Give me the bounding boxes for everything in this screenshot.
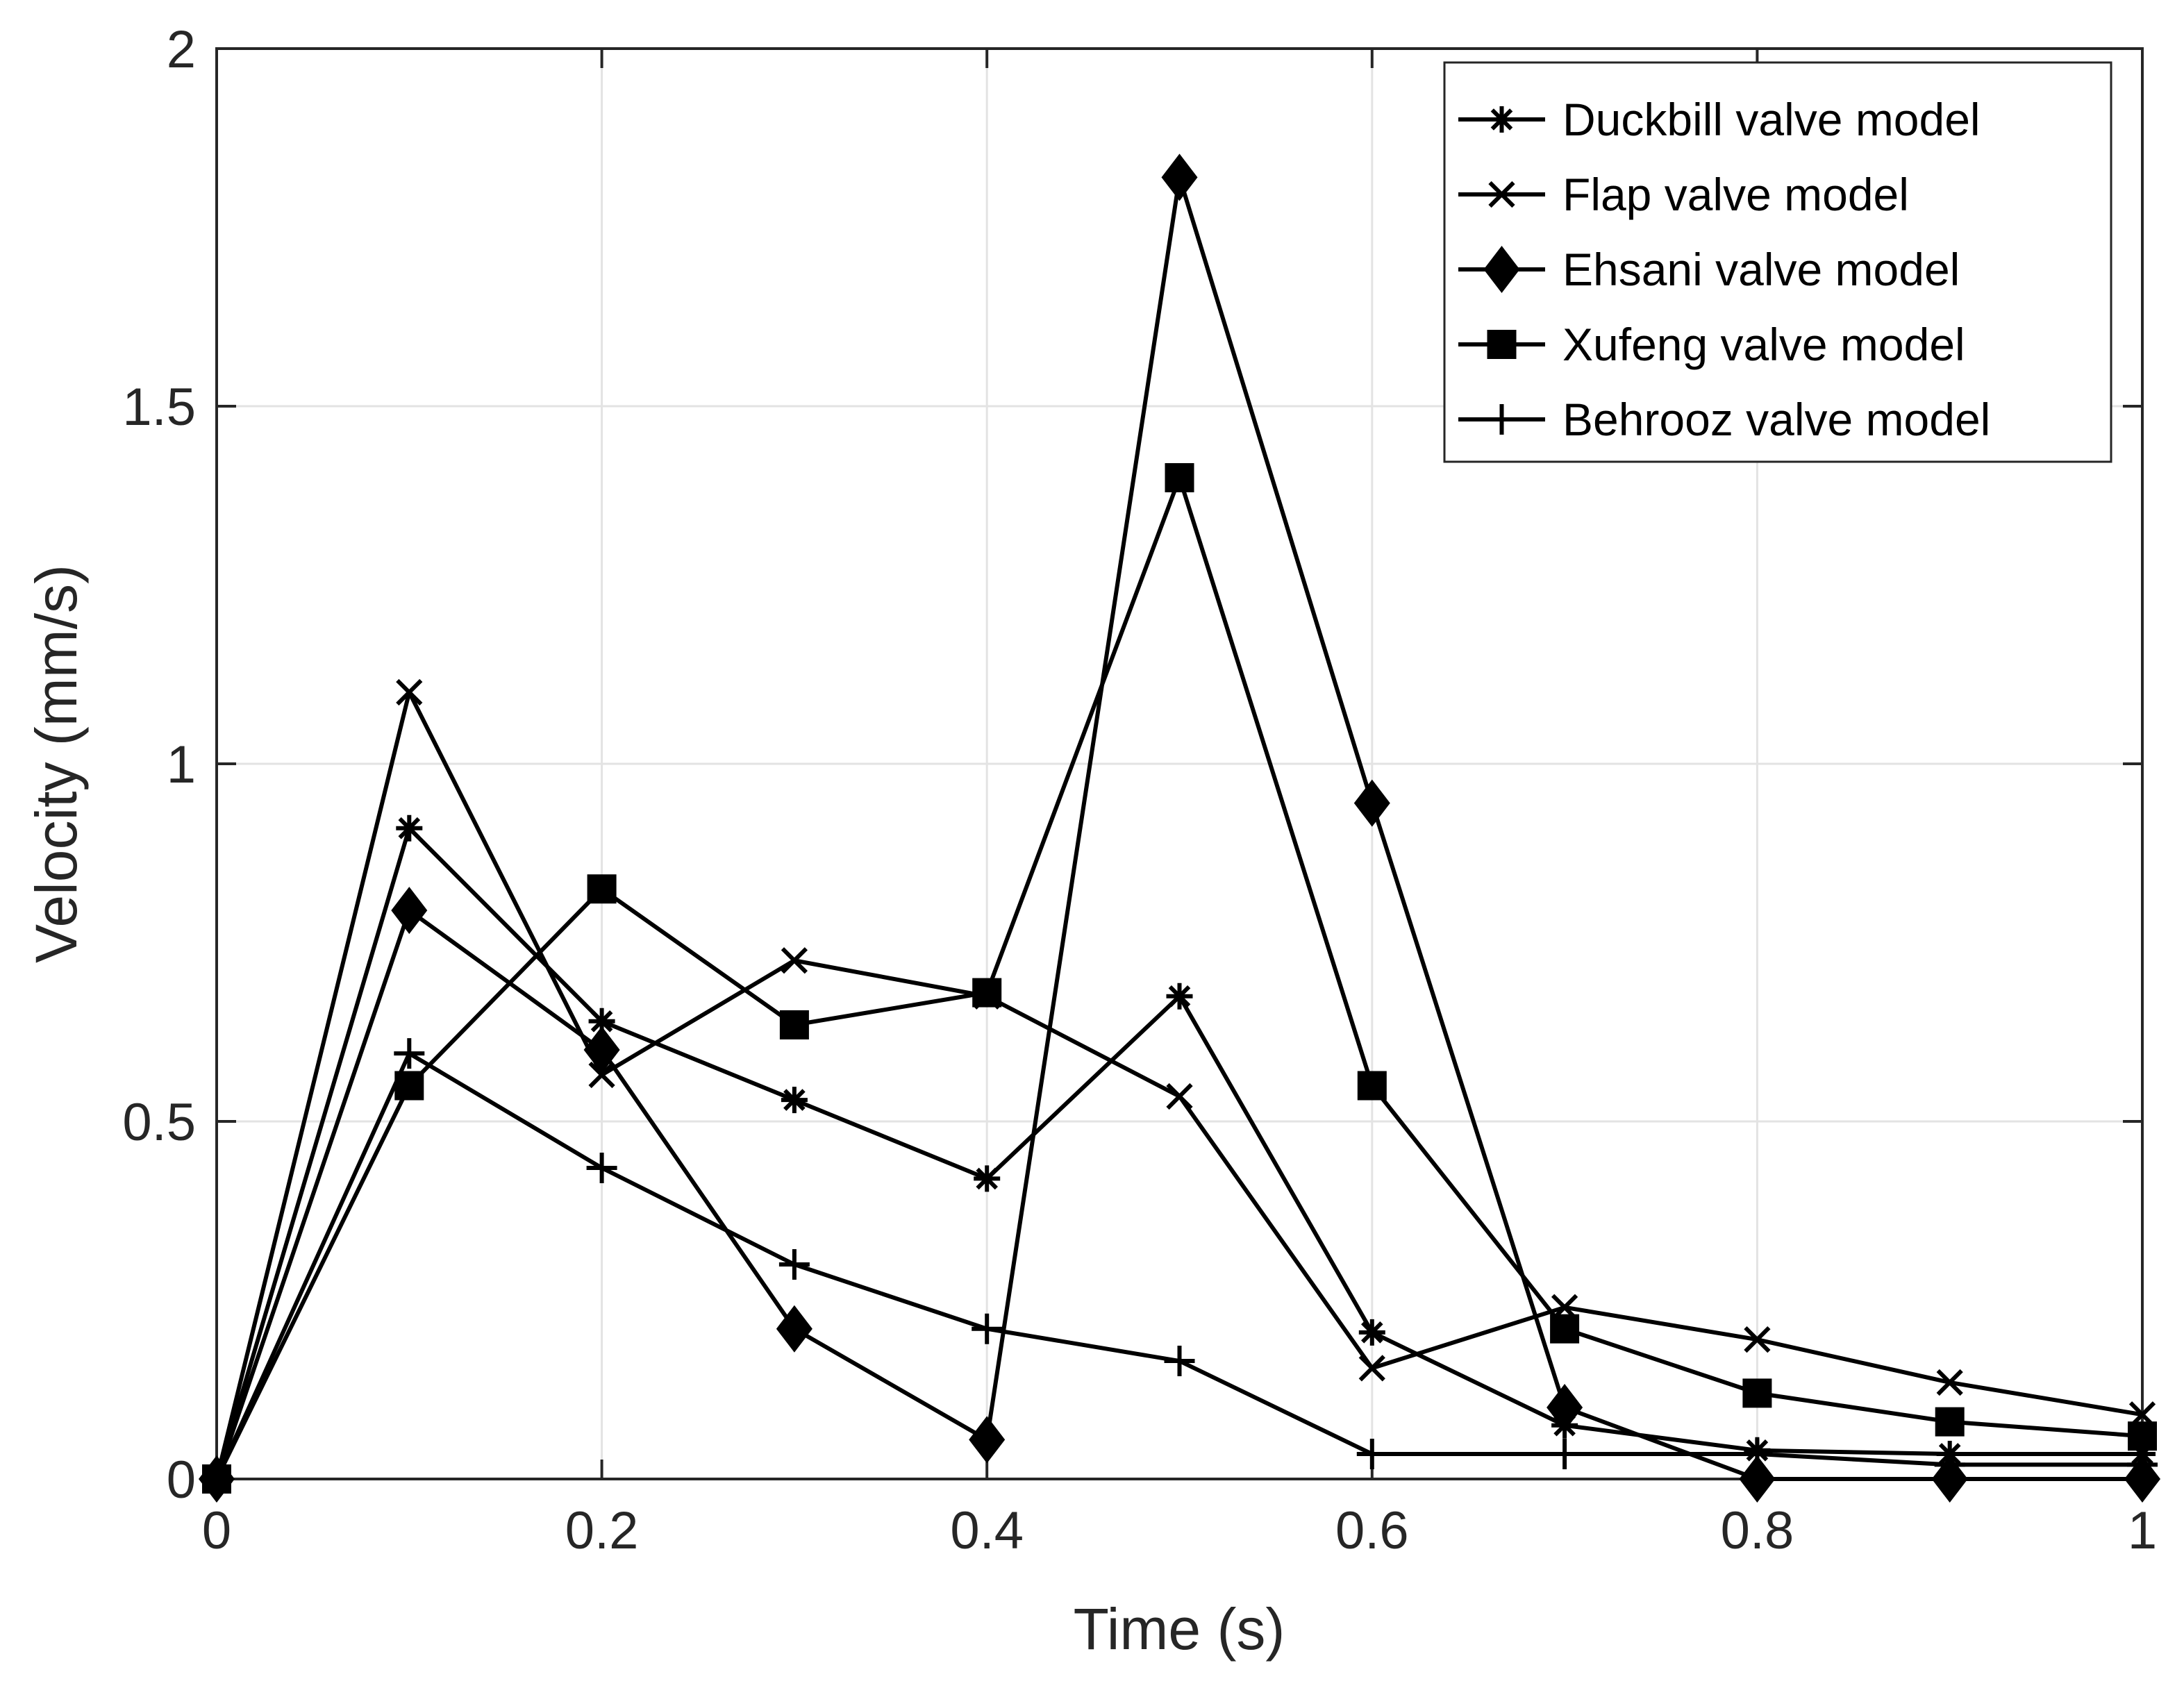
data-point [1744,1326,1771,1353]
data-point [1739,1455,1776,1503]
data-point [1356,1438,1387,1469]
x-tick-label: 0.6 [1335,1501,1409,1560]
y-tick-label: 1 [167,735,196,794]
series-plus [201,1038,2158,1494]
data-point [1742,1378,1772,1408]
x-tick-label: 0 [202,1501,231,1560]
x-tick-label: 0.2 [565,1501,639,1560]
y-tick-label: 2 [167,20,196,79]
x-axis-title: Time (s) [1074,1596,1285,1662]
legend-marker [1488,106,1515,133]
axis-ticks: 0 0.2 0.4 0.6 0.8 1 0 0.5 1 1.5 2 [122,20,2157,1560]
data-point [1166,1083,1193,1110]
data-point [396,678,423,706]
data-point [1161,153,1198,201]
data-point [1936,1369,1963,1396]
data-point [1164,1346,1195,1377]
data-point [394,1038,425,1069]
legend-marker [1487,330,1517,359]
legend-entry: Behrooz valve model [1458,394,1990,445]
data-point [2127,1449,2158,1480]
data-point [1358,1355,1385,1382]
data-point [778,1249,810,1280]
data-point [779,1010,809,1039]
data-point [391,887,428,935]
legend-label: Flap valve model [1562,169,1909,220]
data-point [1358,1319,1385,1346]
data-point [586,1152,617,1183]
data-point [974,1165,1001,1192]
data-point [969,1416,1006,1464]
legend-entry: Flap valve model [1458,169,1909,220]
data-point [972,978,1002,1008]
data-point [781,947,808,974]
series-line [215,1051,2142,1480]
y-tick-label: 1.5 [122,378,196,437]
legend-box [1443,61,2112,463]
x-tick-label: 1 [2128,1501,2157,1560]
legend-entry: Duckbill valve model [1458,94,1981,145]
y-axis-title: Velocity (mm/s) [24,565,89,963]
series-square [202,463,2157,1494]
y-tick-label: 0.5 [122,1093,196,1152]
legend-label: Behrooz valve model [1562,394,1990,445]
data-point [972,1313,1003,1344]
data-point [1547,1384,1583,1431]
data-point [1935,1407,1965,1437]
data-point [781,1087,808,1114]
legend-entry: Ehsani valve model [1458,244,1960,295]
legend: Duckbill valve model Flap valve model Ehsa… [1443,61,2112,463]
data-point [1550,1314,1580,1344]
data-point [776,1305,812,1353]
data-point [583,1026,620,1073]
data-point [587,874,617,904]
series-asterisk [203,814,2156,1492]
data-point [1166,983,1193,1010]
data-point [588,1061,615,1089]
legend-label: Xufeng valve model [1562,319,1965,370]
data-point [201,1464,232,1494]
x-tick-label: 0.8 [1721,1501,1794,1560]
data-point [1934,1449,1965,1480]
series-line [215,826,2142,1480]
data-point [1353,779,1390,827]
data-point [1357,1071,1387,1101]
legend-label: Ehsani valve model [1562,244,1960,295]
legend-marker [1488,181,1515,208]
y-tick-label: 0 [167,1451,196,1510]
data-point [1742,1438,1773,1469]
data-point [1165,463,1194,492]
data-point [2128,1421,2157,1451]
series-layer [199,153,2160,1503]
legend-marker [1483,246,1520,293]
data-point [396,814,423,842]
legend-label: Duckbill valve model [1562,94,1981,145]
legend-marker [1486,404,1517,435]
x-tick-label: 0.4 [950,1501,1024,1560]
legend-entry: Xufeng valve model [1458,319,1965,370]
data-point [1549,1438,1581,1469]
